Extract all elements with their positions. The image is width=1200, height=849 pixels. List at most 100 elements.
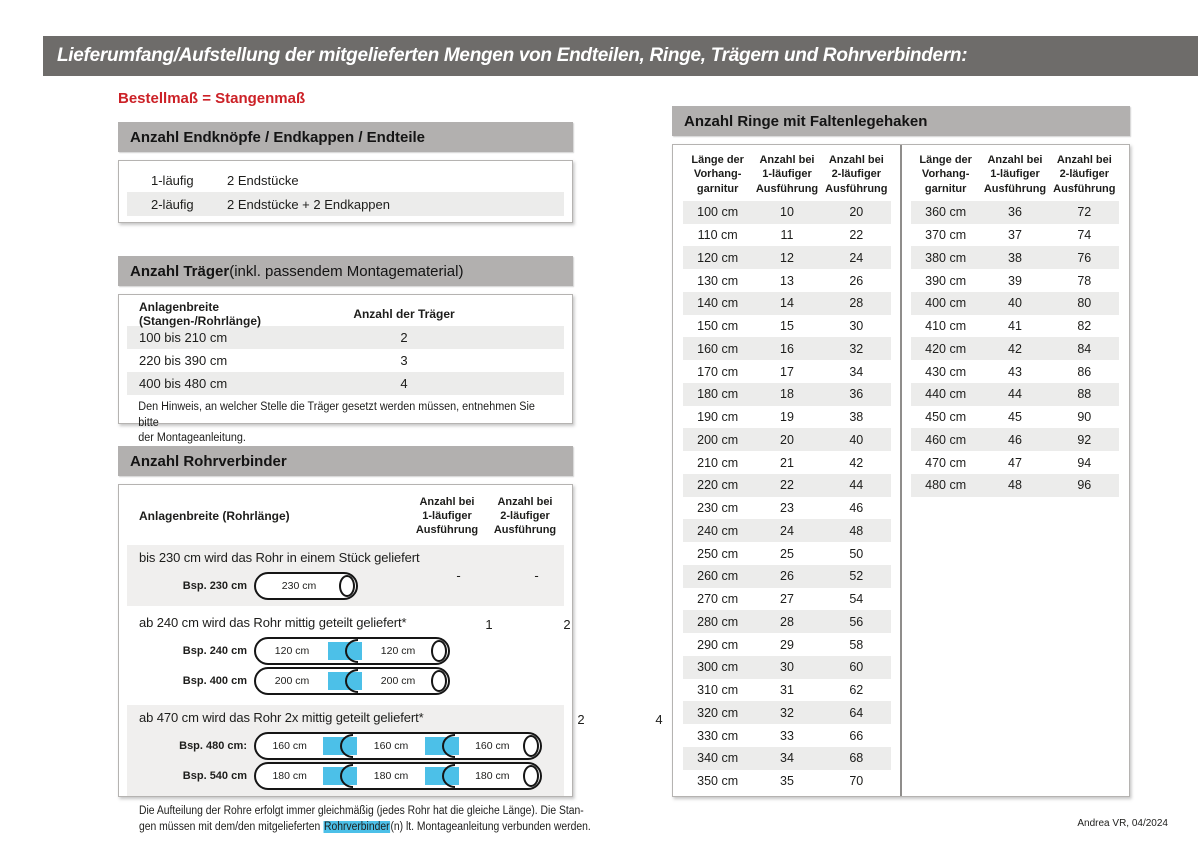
ring-length-cell: 240 cm [697, 523, 739, 538]
ring-table-row: 330 cm 33 66 [683, 724, 891, 747]
rod-endcap-icon [431, 640, 447, 662]
rod-diagram-540: Bsp. 540 cm 180 cm 180 cm 180 cm [139, 762, 542, 790]
traeger-width-cell: 400 bis 480 cm [139, 376, 228, 391]
ring-table-row: 470 cm 47 94 [911, 451, 1119, 474]
ring-table-row: 440 cm 44 88 [911, 382, 1119, 406]
ring-count-1laeufig-cell: 42 [1008, 341, 1022, 356]
rod-diagram-240: Bsp. 240 cm 120 cm 120 cm [139, 637, 450, 665]
ring-count-1laeufig-cell: 12 [780, 250, 794, 265]
value-1laeufig: - [456, 567, 461, 583]
rod-endcap-icon [523, 735, 539, 757]
rohrverbinder-row-ab-240: ab 240 cm wird das Rohr mittig geteilt g… [127, 610, 571, 701]
rod-example-label: Bsp. 480 cm: [179, 740, 247, 752]
rod-endcap-icon [339, 575, 355, 597]
ring-table-row: 410 cm 41 82 [911, 315, 1119, 338]
ring-count-1laeufig-cell: 26 [780, 569, 794, 584]
rohrverbinder-table: Anlagenbreite (Rohrlänge) Anzahl bei 1-l… [118, 484, 663, 834]
traeger-count-cell: 4 [400, 376, 408, 391]
ring-col-1laeufig: Anzahl bei 1-läufiger Ausführung [755, 154, 819, 195]
ring-count-1laeufig-cell: 16 [780, 341, 794, 356]
ring-length-cell: 350 cm [697, 774, 739, 789]
ring-count-1laeufig-cell: 45 [1008, 410, 1022, 425]
tube-joint-arc-icon [345, 639, 358, 663]
ring-count-1laeufig-cell: 30 [780, 660, 794, 675]
rod-diagram-400: Bsp. 400 cm 200 cm 200 cm [139, 667, 450, 695]
ring-count-1laeufig-cell: 29 [780, 637, 794, 652]
rod-example-label: Bsp. 240 cm [182, 645, 247, 657]
ring-count-2laeufig-cell: 60 [849, 660, 864, 675]
ring-count-1laeufig-cell: 24 [780, 523, 794, 538]
ring-count-1laeufig-cell: 32 [780, 705, 794, 720]
ring-count-1laeufig-cell: 41 [1008, 319, 1022, 334]
ring-length-cell: 210 cm [697, 455, 739, 470]
ring-count-2laeufig-cell: 24 [849, 250, 864, 265]
ring-count-2laeufig-cell: 30 [849, 319, 864, 334]
ring-length-cell: 480 cm [925, 478, 967, 493]
traeger-table: Anlagenbreite (Stangen-/Rohrlänge) Anzah… [118, 294, 573, 444]
traeger-note: Den Hinweis, an welcher Stelle die Träge… [138, 401, 535, 445]
ring-count-1laeufig-cell: 20 [780, 432, 794, 447]
ring-count-2laeufig-cell: 72 [1077, 205, 1092, 220]
value-1laeufig: 2 [577, 712, 585, 727]
rod-segment-label: 180 cm [475, 770, 510, 782]
rod-segment-label: 200 cm [380, 675, 416, 687]
ring-count-1laeufig-cell: 14 [780, 296, 794, 311]
rohrverbinder-col-2laeufig: Anzahl bei 2-läufiger Ausführung [493, 495, 557, 537]
ring-table-left-rows: 100 cm 10 20 110 cm 11 22 120 cm 12 24 [683, 200, 891, 793]
ring-length-cell: 300 cm [697, 660, 739, 675]
rohrverbinder-values: - - [420, 568, 576, 583]
traeger-col-anzahl: Anzahl der Träger [353, 306, 455, 321]
ring-length-cell: 250 cm [697, 546, 739, 561]
tube-connector-icon [328, 669, 362, 693]
ring-count-2laeufig-cell: 26 [849, 273, 864, 288]
ring-count-1laeufig-cell: 47 [1008, 455, 1022, 470]
ring-count-2laeufig-cell: 80 [1077, 296, 1092, 311]
section-header-endteile: Anzahl Endknöpfe / Endkappen / Endteile [118, 122, 573, 152]
ring-table-right: Länge der Vorhang- garnitur Anzahl bei 1… [911, 153, 1119, 788]
ring-count-2laeufig-cell: 64 [849, 705, 864, 720]
ring-length-cell: 340 cm [697, 751, 739, 766]
endteile-table: 1-läufig 2 Endstücke 2-läufig 2 Endstück… [118, 160, 573, 223]
ring-count-1laeufig-cell: 10 [780, 205, 794, 220]
ring-length-cell: 180 cm [697, 387, 739, 402]
ring-table-row: 200 cm 20 40 [683, 428, 891, 452]
traeger-col-anlagenbreite: Anlagenbreite (Stangen-/Rohrlänge) [139, 299, 261, 328]
ring-table-divider [900, 145, 902, 796]
ring-length-cell: 400 cm [925, 296, 967, 311]
tube-connector-icon [323, 734, 358, 758]
ring-length-cell: 100 cm [697, 205, 739, 220]
rohrverbinder-values: 1 2 [450, 615, 606, 632]
rod-illustration: 160 cm 160 cm 160 cm [254, 732, 542, 760]
rod-endcap-icon [523, 765, 539, 787]
ring-table-row: 370 cm 37 74 [911, 224, 1119, 247]
ring-length-cell: 120 cm [697, 250, 739, 265]
rod-segment-label: 160 cm [373, 740, 409, 752]
rod-segment-label: 160 cm [475, 740, 510, 752]
ring-length-cell: 270 cm [697, 592, 739, 607]
ring-table-row: 270 cm 27 54 [683, 588, 891, 611]
rod-segment-label: 160 cm [272, 740, 307, 752]
ring-count-1laeufig-cell: 37 [1008, 228, 1022, 243]
ring-count-2laeufig-cell: 56 [849, 614, 864, 629]
ring-col-1laeufig: Anzahl bei 1-läufiger Ausführung [983, 154, 1047, 195]
ring-table-row: 230 cm 23 46 [683, 497, 891, 520]
ring-table-row: 380 cm 38 76 [911, 246, 1119, 270]
tube-joint-arc-icon [340, 764, 354, 788]
rohrverbinder-note-line1: Die Aufteilung der Rohre erfolgt immer g… [139, 805, 584, 817]
ring-count-1laeufig-cell: 27 [780, 592, 794, 607]
ring-count-1laeufig-cell: 38 [1008, 250, 1022, 265]
tube-joint-arc-icon [441, 734, 455, 758]
rod-segment-label: 230 cm [281, 580, 317, 592]
tube-connector-icon [424, 764, 459, 788]
ring-count-1laeufig-cell: 35 [780, 774, 794, 789]
ring-table-row: 480 cm 48 96 [911, 473, 1119, 497]
ring-table-row: 110 cm 11 22 [683, 224, 891, 247]
rod-endcap-icon [431, 670, 447, 692]
ring-count-1laeufig-cell: 43 [1008, 364, 1022, 379]
ring-count-1laeufig-cell: 19 [780, 410, 794, 425]
ring-count-2laeufig-cell: 48 [849, 523, 864, 538]
ring-length-cell: 470 cm [925, 455, 967, 470]
endteile-content-cell: 2 Endstücke [227, 172, 299, 188]
ring-count-2laeufig-cell: 52 [849, 569, 864, 584]
ring-count-1laeufig-cell: 15 [780, 319, 794, 334]
